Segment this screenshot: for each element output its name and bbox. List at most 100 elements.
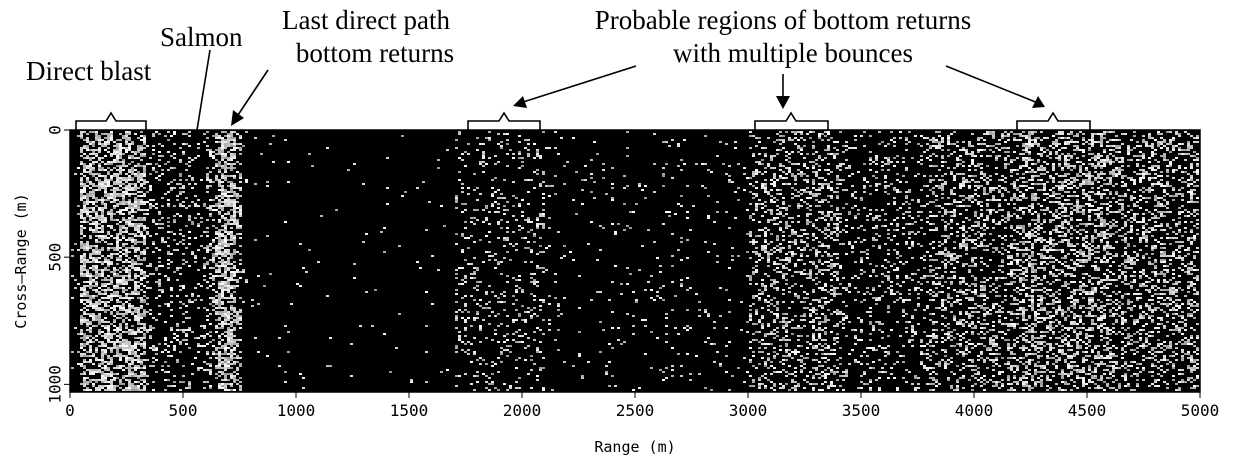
speckle	[218, 303, 221, 305]
speckle	[365, 291, 368, 293]
speckle	[749, 385, 752, 387]
speckle	[134, 239, 137, 241]
speckle	[80, 261, 83, 263]
speckle	[140, 225, 143, 227]
speckle	[80, 275, 83, 277]
speckle	[77, 213, 80, 215]
speckle	[230, 145, 233, 147]
speckle	[125, 179, 128, 181]
speckle	[98, 273, 101, 275]
speckle	[164, 135, 167, 137]
speckle	[839, 231, 842, 233]
speckle	[467, 317, 470, 319]
speckle	[113, 149, 116, 151]
speckle	[101, 207, 104, 209]
speckle	[584, 179, 587, 181]
speckle	[92, 281, 95, 283]
speckle	[218, 265, 221, 267]
speckle	[542, 389, 545, 391]
speckle	[116, 139, 119, 141]
speckle	[509, 387, 512, 389]
speckle	[782, 171, 785, 173]
speckle	[533, 233, 536, 235]
speckle	[137, 175, 140, 177]
speckle	[122, 203, 125, 205]
speckle	[518, 167, 521, 169]
speckle	[119, 347, 122, 349]
speckle	[230, 167, 233, 169]
speckle	[245, 281, 248, 283]
speckle	[230, 215, 233, 217]
speckle	[503, 205, 506, 207]
speckle	[839, 165, 842, 167]
speckle	[491, 193, 494, 195]
speckle	[143, 345, 146, 347]
speckle	[125, 289, 128, 291]
speckle	[143, 351, 146, 353]
speckle	[152, 169, 155, 171]
speckle	[92, 221, 95, 223]
speckle	[797, 221, 800, 223]
speckle	[788, 169, 791, 171]
speckle	[491, 365, 494, 367]
speckle	[188, 215, 191, 217]
speckle	[116, 377, 119, 379]
speckle	[863, 207, 866, 209]
speckle	[86, 313, 89, 315]
speckle	[536, 285, 539, 287]
speckle	[755, 161, 758, 163]
speckle	[83, 263, 86, 265]
speckle	[635, 301, 638, 303]
speckle	[221, 167, 224, 169]
speckle	[767, 163, 770, 165]
speckle	[143, 179, 146, 181]
speckle	[137, 337, 140, 339]
speckle	[497, 325, 500, 327]
speckle	[506, 333, 509, 335]
speckle	[119, 183, 122, 185]
speckle	[215, 299, 218, 301]
speckle	[506, 325, 509, 327]
speckle	[563, 255, 566, 257]
speckle	[494, 295, 497, 297]
speckle	[116, 149, 119, 151]
speckle	[170, 329, 173, 331]
speckle	[518, 141, 521, 143]
speckle	[233, 167, 236, 169]
speckle	[749, 309, 752, 311]
speckle	[182, 365, 185, 367]
speckle	[611, 347, 614, 349]
speckle	[236, 223, 239, 225]
speckle	[83, 249, 86, 251]
speckle	[491, 255, 494, 257]
speckle	[215, 255, 218, 257]
speckle	[857, 291, 860, 293]
speckle	[812, 131, 815, 133]
speckle	[491, 383, 494, 385]
speckle	[542, 227, 545, 229]
speckle	[137, 389, 140, 391]
speckle	[521, 211, 524, 213]
speckle	[512, 215, 515, 217]
speckle	[788, 355, 791, 357]
speckle	[95, 249, 98, 251]
speckle	[113, 237, 116, 239]
speckle	[110, 135, 113, 137]
speckle	[773, 247, 776, 249]
speckle	[257, 351, 260, 353]
speckle	[719, 365, 722, 367]
speckle	[176, 323, 179, 325]
speckle	[797, 139, 800, 141]
speckle	[125, 255, 128, 257]
speckle	[149, 185, 152, 187]
speckle	[320, 215, 323, 217]
speckle	[845, 305, 848, 307]
speckle	[524, 219, 527, 221]
speckle	[104, 349, 107, 351]
speckle	[839, 321, 842, 323]
speckle	[80, 213, 83, 215]
speckle	[770, 219, 773, 221]
speckle	[224, 229, 227, 231]
speckle	[578, 353, 581, 355]
speckle	[131, 223, 134, 225]
